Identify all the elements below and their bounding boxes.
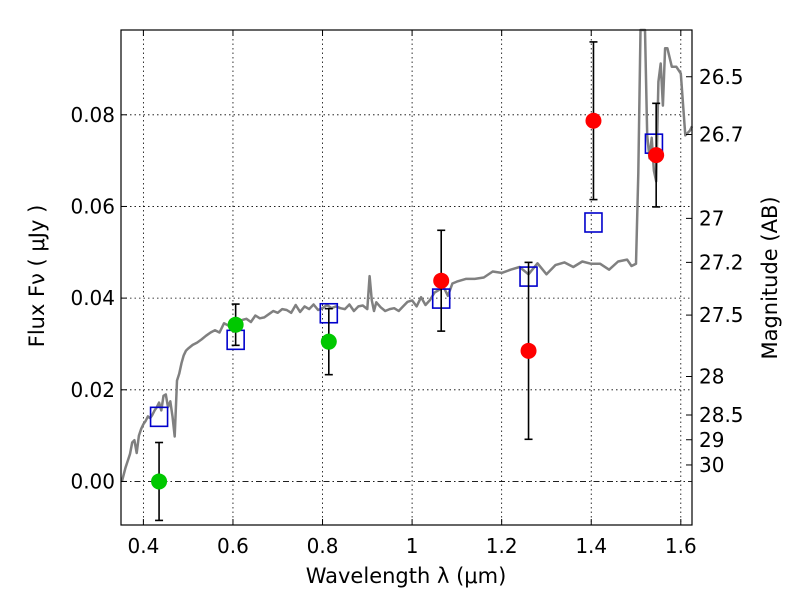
model-bandpoints [149,133,664,428]
magnitude-tick-label: 27.5 [699,303,744,327]
x-tick-label: 0.4 [127,534,159,558]
model-bandpoint-square [149,406,169,428]
y-tick-label: 0.00 [70,469,115,493]
magnitude-tick-label: 26.7 [699,123,744,147]
observed-points [151,112,665,490]
magnitude-axis-label: Magnitude (AB) [758,196,782,359]
x-tick-label: 0.8 [307,534,339,558]
y-tick-label: 0.04 [70,286,115,310]
x-axis: 0.4 0.6 0.8 1 1.2 1.4 1.6 [127,30,697,558]
y-axis: 0.00 0.02 0.04 0.06 0.08 [70,103,127,493]
magnitude-tick-label: 30 [699,453,724,477]
magnitude-tick-label: 27.2 [699,250,744,274]
observed-point [648,147,665,164]
observed-point [151,473,168,490]
x-tick-label: 0.6 [217,534,249,558]
magnitude-tick-label: 27 [699,206,724,230]
observed-point [585,112,602,129]
grid [121,30,692,525]
observed-point [433,272,450,289]
observed-point [320,333,337,350]
y-axis-label: Flux Fν ( μJy ) [25,205,49,348]
x-tick-label: 1.4 [575,534,607,558]
x-tick-label: 1 [406,534,419,558]
y-tick-label: 0.08 [70,103,115,127]
model-bandpoint-square [584,212,603,233]
x-tick-label: 1.2 [486,534,518,558]
observed-point [227,316,244,333]
y-tick-label: 0.02 [70,378,115,402]
sed-model-curve [120,28,694,482]
y-tick-label: 0.06 [70,194,115,218]
error-bars [155,41,661,522]
x-axis-label: Wavelength λ (μm) [306,564,507,588]
magnitude-tick-label: 28 [699,365,724,389]
x-tick-label: 1.6 [665,534,697,558]
observed-point [520,342,537,359]
magnitude-tick-label: 26.5 [699,65,744,89]
magnitude-tick-label: 28.5 [699,403,744,427]
magnitude-tick-label: 29 [699,428,724,452]
plot-frame [120,29,693,526]
